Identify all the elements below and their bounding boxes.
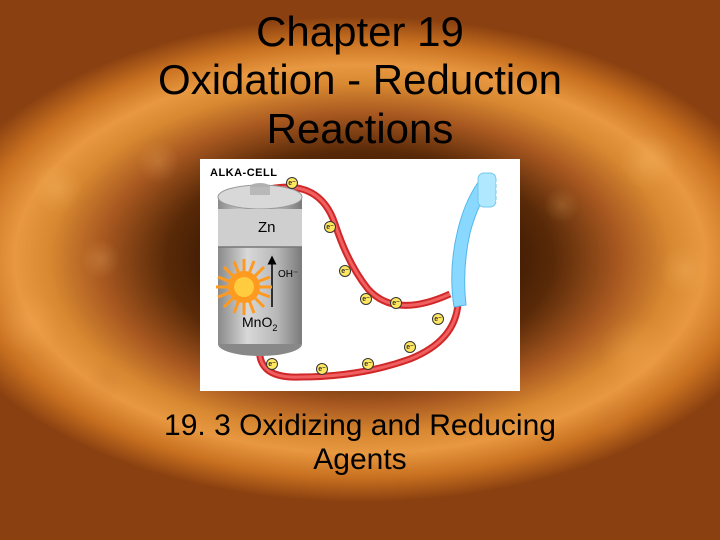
zn-label: Zn — [258, 219, 276, 236]
electron-icon: e⁻ — [286, 177, 298, 189]
electron-icon: e⁻ — [390, 297, 402, 309]
slide-title: Chapter 19 Oxidation - Reduction Reactio… — [158, 8, 562, 153]
battery-diagram: ALKA-CELL — [200, 159, 520, 391]
electron-icon: e⁻ — [316, 363, 328, 375]
electron-icon: e⁻ — [362, 358, 374, 370]
electron-icon: e⁻ — [324, 221, 336, 233]
electron-icon: e⁻ — [432, 313, 444, 325]
mno2-o: O — [261, 314, 272, 330]
toothbrush-icon — [452, 173, 510, 307]
diagram-svg — [200, 159, 520, 391]
mno2-sub: 2 — [272, 323, 277, 333]
mno2-label: MnO2 — [242, 314, 277, 333]
electron-icon: e⁻ — [266, 358, 278, 370]
electron-icon: e⁻ — [404, 341, 416, 353]
title-line-1: Chapter 19 — [158, 8, 562, 56]
electron-icon: e⁻ — [360, 293, 372, 305]
mno2-mn: Mn — [242, 314, 261, 330]
subtitle-line-2: Agents — [164, 443, 556, 478]
battery-terminal — [250, 187, 270, 195]
electron-icon: e⁻ — [339, 265, 351, 277]
subtitle-line-1: 19. 3 Oxidizing and Reducing — [164, 409, 556, 444]
slide-subtitle: 19. 3 Oxidizing and Reducing Agents — [164, 409, 556, 478]
title-line-3: Reactions — [158, 105, 562, 153]
title-line-2: Oxidation - Reduction — [158, 56, 562, 104]
sun-icon — [216, 259, 272, 315]
oh-label: OH⁻ — [278, 269, 298, 280]
